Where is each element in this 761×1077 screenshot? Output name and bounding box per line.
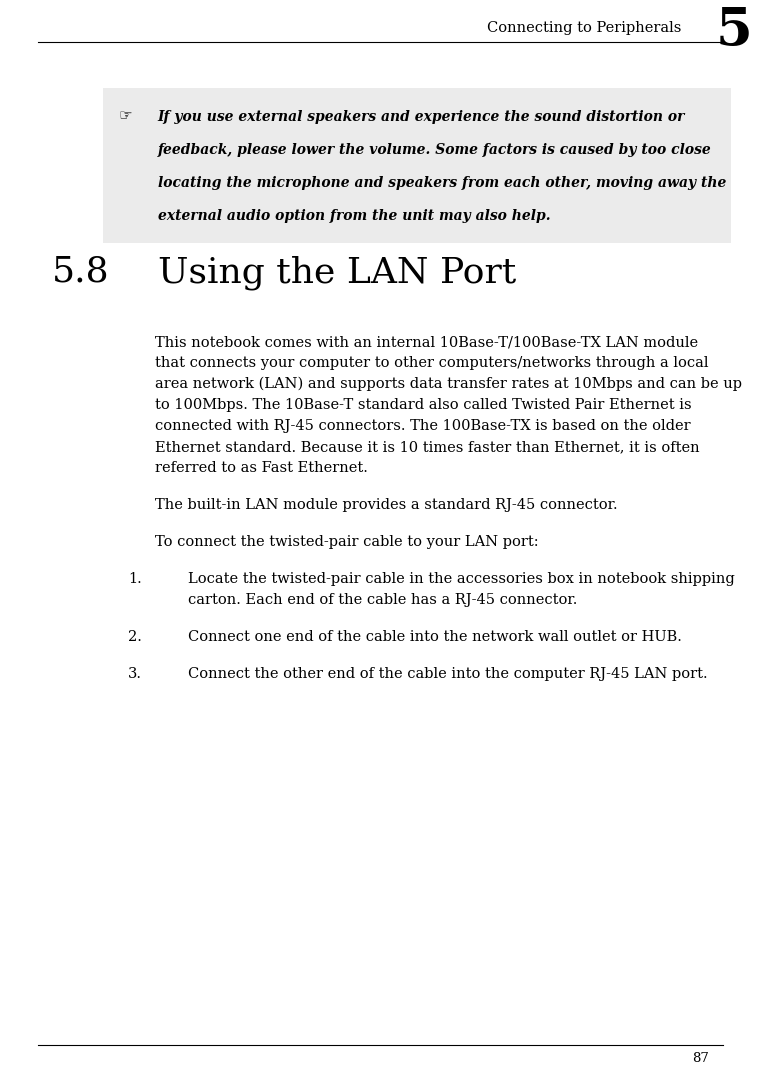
Text: to 100Mbps. The 10Base-T standard also called Twisted Pair Ethernet is: to 100Mbps. The 10Base-T standard also c… — [155, 398, 692, 412]
Text: area network (LAN) and supports data transfer rates at 10Mbps and can be up: area network (LAN) and supports data tra… — [155, 377, 742, 391]
Text: external audio option from the unit may also help.: external audio option from the unit may … — [158, 209, 550, 223]
Text: This notebook comes with an internal 10Base-T/100Base-TX LAN module: This notebook comes with an internal 10B… — [155, 335, 698, 349]
Text: Locate the twisted-pair cable in the accessories box in notebook shipping: Locate the twisted-pair cable in the acc… — [188, 572, 735, 586]
Text: Connecting to Peripherals: Connecting to Peripherals — [487, 20, 681, 34]
Text: Using the LAN Port: Using the LAN Port — [158, 255, 516, 290]
Text: To connect the twisted-pair cable to your LAN port:: To connect the twisted-pair cable to you… — [155, 535, 539, 549]
Bar — [103, 88, 731, 243]
Text: The built-in LAN module provides a standard RJ-45 connector.: The built-in LAN module provides a stand… — [155, 498, 618, 512]
Text: 5.8: 5.8 — [52, 255, 110, 289]
Text: 5: 5 — [716, 4, 753, 56]
Text: carton. Each end of the cable has a RJ-45 connector.: carton. Each end of the cable has a RJ-4… — [188, 593, 578, 607]
Text: 1.: 1. — [128, 572, 142, 586]
Text: 87: 87 — [692, 1052, 708, 1065]
Text: that connects your computer to other computers/networks through a local: that connects your computer to other com… — [155, 356, 708, 370]
Text: ☞: ☞ — [119, 108, 132, 123]
Text: referred to as Fast Ethernet.: referred to as Fast Ethernet. — [155, 461, 368, 475]
Text: Connect the other end of the cable into the computer RJ-45 LAN port.: Connect the other end of the cable into … — [188, 667, 708, 681]
Text: locating the microphone and speakers from each other, moving away the: locating the microphone and speakers fro… — [158, 176, 726, 190]
Text: connected with RJ-45 connectors. The 100Base-TX is based on the older: connected with RJ-45 connectors. The 100… — [155, 419, 691, 433]
Text: 3.: 3. — [128, 667, 142, 681]
Text: feedback, please lower the volume. Some factors is caused by too close: feedback, please lower the volume. Some … — [158, 143, 712, 157]
Text: 2.: 2. — [128, 630, 142, 644]
Text: Ethernet standard. Because it is 10 times faster than Ethernet, it is often: Ethernet standard. Because it is 10 time… — [155, 440, 699, 454]
Text: Connect one end of the cable into the network wall outlet or HUB.: Connect one end of the cable into the ne… — [188, 630, 682, 644]
Text: If you use external speakers and experience the sound distortion or: If you use external speakers and experie… — [158, 110, 685, 124]
